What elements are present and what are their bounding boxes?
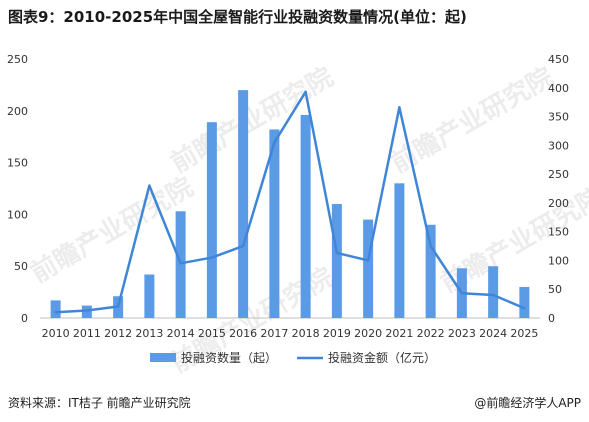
bar <box>50 300 61 318</box>
x-tick-label: 2021 <box>385 327 413 340</box>
bar <box>363 219 374 318</box>
x-tick-label: 2016 <box>229 327 257 340</box>
line-point <box>366 259 370 262</box>
bar <box>394 183 405 318</box>
y-right-tick-label: 400 <box>548 82 569 95</box>
line-point <box>491 293 495 297</box>
line-point <box>335 251 339 255</box>
x-tick-label: 2018 <box>292 327 320 340</box>
bar <box>300 114 311 318</box>
bar <box>269 129 280 318</box>
y-left-tick-label: 150 <box>7 157 28 170</box>
y-left-tick-label: 250 <box>7 53 28 66</box>
y-right-tick-label: 300 <box>548 139 569 152</box>
bar <box>238 90 249 318</box>
x-tick-label: 2012 <box>104 327 132 340</box>
y-left-tick-label: 100 <box>7 208 28 221</box>
x-tick-label: 2013 <box>135 327 163 340</box>
line-point <box>304 90 307 94</box>
x-tick-label: 2010 <box>42 327 70 340</box>
y-right-tick-label: 100 <box>548 254 569 267</box>
x-tick-label: 2020 <box>354 327 382 340</box>
line-point <box>429 244 432 248</box>
line-point <box>116 305 120 308</box>
line-point <box>273 141 276 144</box>
bar <box>206 122 217 318</box>
y-left-tick-label: 0 <box>21 312 28 325</box>
x-tick-label: 2014 <box>167 327 195 340</box>
bar <box>144 274 155 318</box>
x-tick-label: 2023 <box>448 327 476 340</box>
legend-line-label: 投融资金额（亿元） <box>328 350 436 365</box>
y-left-tick-label: 200 <box>7 105 28 118</box>
line-point <box>148 184 151 187</box>
line-point <box>85 309 89 312</box>
series-line <box>55 90 525 314</box>
y-right-tick-label: 150 <box>548 226 569 239</box>
bar <box>331 204 342 318</box>
legend-bar-swatch <box>150 353 176 362</box>
y-right-tick-label: 50 <box>548 283 562 296</box>
x-tick-label: 2022 <box>417 327 445 340</box>
y-left-tick-label: 50 <box>14 260 28 273</box>
x-tick-label: 2019 <box>323 327 351 340</box>
credit-note: @前瞻经济学人APP <box>474 396 581 410</box>
y-right-tick-label: 250 <box>548 168 569 181</box>
bar <box>81 305 92 318</box>
bar <box>175 211 186 318</box>
line-point <box>523 307 526 310</box>
bar <box>519 286 530 318</box>
chart-title: 图表9：2010-2025年中国全屋智能行业投融资数量情况(单位：起) <box>8 8 467 26</box>
line-point <box>241 244 245 248</box>
y-right-tick-label: 450 <box>548 53 569 66</box>
legend-bar-label: 投融资数量（起） <box>181 350 277 365</box>
y-right-tick-label: 350 <box>548 111 569 124</box>
line-point <box>54 311 57 314</box>
line-point <box>398 106 401 109</box>
x-tick-label: 2017 <box>260 327 288 340</box>
x-tick-label: 2015 <box>198 327 226 340</box>
line-point <box>460 292 464 295</box>
chart: 0 50 100 150 200 250 0 50 100 150 200 250 300 350 400 4… <box>7 53 569 365</box>
x-tick-label: 2025 <box>510 327 538 340</box>
line-point <box>179 262 182 265</box>
bar <box>425 224 436 318</box>
y-right-tick-label: 200 <box>548 197 569 210</box>
x-tick-label: 2024 <box>479 327 507 340</box>
x-tick-label: 2011 <box>73 327 101 340</box>
line-point <box>210 256 214 259</box>
bar <box>488 266 499 318</box>
source-note: 资料来源：IT桔子 前瞻产业研究院 <box>8 396 191 410</box>
y-right-tick-label: 0 <box>548 312 555 325</box>
